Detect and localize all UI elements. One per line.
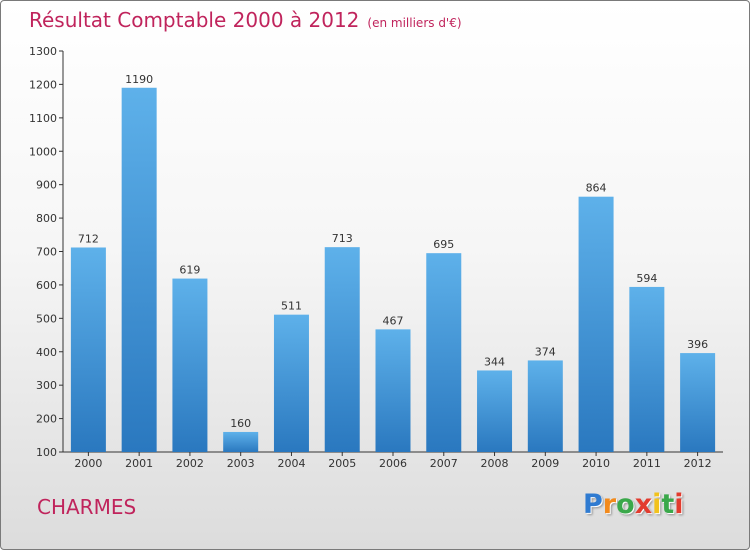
y-tick-label: 600 bbox=[36, 279, 57, 292]
x-tick-label: 2002 bbox=[176, 457, 204, 470]
logo-letter: t bbox=[661, 489, 675, 520]
x-tick-label: 2007 bbox=[430, 457, 458, 470]
x-tick-label: 2001 bbox=[125, 457, 153, 470]
bar-value-label: 374 bbox=[535, 345, 556, 358]
x-tick-label: 2005 bbox=[328, 457, 356, 470]
bar-value-label: 511 bbox=[281, 300, 302, 313]
x-tick-label: 2003 bbox=[227, 457, 255, 470]
bar-value-label: 864 bbox=[586, 182, 607, 195]
logo-letter: o bbox=[616, 489, 635, 520]
chart-bars bbox=[70, 87, 716, 452]
bar-value-label: 344 bbox=[484, 355, 505, 368]
y-tick-label: 900 bbox=[36, 179, 57, 192]
logo-letter: r bbox=[602, 489, 617, 520]
bar-value-label: 160 bbox=[230, 417, 251, 430]
x-tick-label: 2004 bbox=[277, 457, 305, 470]
y-tick-label: 700 bbox=[36, 246, 57, 259]
bar-value-label: 712 bbox=[78, 232, 99, 245]
location-label: CHARMES bbox=[37, 495, 137, 519]
bar bbox=[477, 370, 513, 452]
x-tick-label: 2008 bbox=[481, 457, 509, 470]
bar-value-label: 713 bbox=[332, 232, 353, 245]
logo-letter: x bbox=[634, 489, 653, 520]
chart-labels: 712 2000 1190 2001 619 2002 160 2003 511 2004 713 2… bbox=[74, 73, 711, 470]
logo-letter: i bbox=[652, 489, 662, 520]
bar-value-label: 1190 bbox=[125, 73, 153, 86]
y-tick-label: 1300 bbox=[29, 45, 57, 58]
x-tick-label: 2012 bbox=[684, 457, 712, 470]
bar bbox=[70, 247, 106, 452]
chart-axes: 100 200 300 400 500 600 700 800 900 1000 1100 1200 1… bbox=[29, 45, 723, 459]
bar bbox=[324, 247, 360, 452]
bar bbox=[426, 253, 462, 452]
logo-letter: i bbox=[674, 489, 684, 520]
x-tick-label: 2000 bbox=[74, 457, 102, 470]
proxiti-logo: Proxiti bbox=[583, 489, 684, 520]
bar bbox=[121, 87, 157, 452]
y-tick-label: 1000 bbox=[29, 145, 57, 158]
logo-letter: P bbox=[583, 489, 603, 520]
bar bbox=[172, 278, 208, 452]
y-tick-label: 300 bbox=[36, 379, 57, 392]
y-tick-label: 100 bbox=[36, 446, 57, 459]
x-tick-label: 2010 bbox=[582, 457, 610, 470]
bar bbox=[375, 329, 411, 452]
bar-value-label: 594 bbox=[636, 272, 657, 285]
chart-title: Résultat Comptable 2000 à 2012 (en millie… bbox=[29, 8, 462, 32]
y-tick-label: 400 bbox=[36, 346, 57, 359]
bar bbox=[273, 314, 309, 452]
chart-title-text: Résultat Comptable 2000 à 2012 bbox=[29, 8, 360, 32]
bar bbox=[629, 286, 665, 452]
bar bbox=[527, 360, 563, 452]
bar-value-label: 396 bbox=[687, 338, 708, 351]
bar-value-label: 467 bbox=[383, 314, 404, 327]
bar bbox=[223, 431, 259, 452]
y-tick-label: 200 bbox=[36, 413, 57, 426]
bar-value-label: 619 bbox=[179, 264, 200, 277]
bar bbox=[578, 196, 614, 452]
x-tick-label: 2011 bbox=[633, 457, 661, 470]
y-tick-label: 1100 bbox=[29, 112, 57, 125]
bar-value-label: 695 bbox=[433, 238, 454, 251]
x-tick-label: 2006 bbox=[379, 457, 407, 470]
chart-subtitle: (en milliers d'€) bbox=[367, 16, 462, 30]
x-tick-label: 2009 bbox=[531, 457, 559, 470]
y-tick-label: 500 bbox=[36, 312, 57, 325]
y-tick-label: 1200 bbox=[29, 78, 57, 91]
bar bbox=[680, 353, 716, 452]
y-tick-label: 800 bbox=[36, 212, 57, 225]
